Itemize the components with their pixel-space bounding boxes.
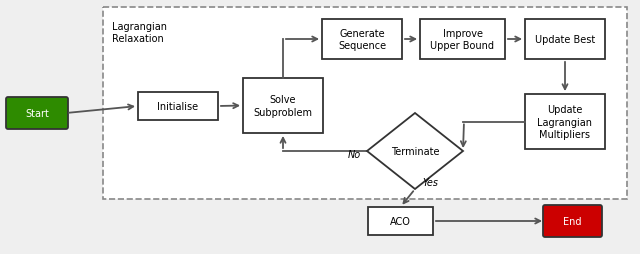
Bar — [420, 20, 505, 60]
Polygon shape — [367, 114, 463, 189]
Text: Improve
Upper Bound: Improve Upper Bound — [431, 29, 495, 51]
Text: Terminate: Terminate — [391, 146, 439, 156]
Text: Initialise: Initialise — [157, 102, 198, 112]
Text: Generate
Sequence: Generate Sequence — [338, 29, 386, 51]
Bar — [243, 79, 323, 133]
Text: End: End — [563, 216, 582, 226]
Text: ACO: ACO — [390, 216, 411, 226]
Text: Lagrangian
Relaxation: Lagrangian Relaxation — [112, 22, 167, 44]
Bar — [525, 95, 605, 149]
Text: Update Best: Update Best — [535, 35, 595, 45]
FancyBboxPatch shape — [543, 205, 602, 237]
Text: Update
Lagrangian
Multipliers: Update Lagrangian Multipliers — [538, 105, 593, 139]
Text: No: No — [348, 149, 361, 159]
Bar — [322, 20, 402, 60]
Text: Start: Start — [25, 108, 49, 119]
Text: Solve
Subproblem: Solve Subproblem — [253, 95, 312, 117]
FancyBboxPatch shape — [6, 98, 68, 130]
Text: Yes: Yes — [422, 177, 438, 187]
Bar — [525, 20, 605, 60]
Bar — [103, 8, 627, 199]
Bar — [138, 93, 218, 121]
Bar — [368, 207, 433, 235]
